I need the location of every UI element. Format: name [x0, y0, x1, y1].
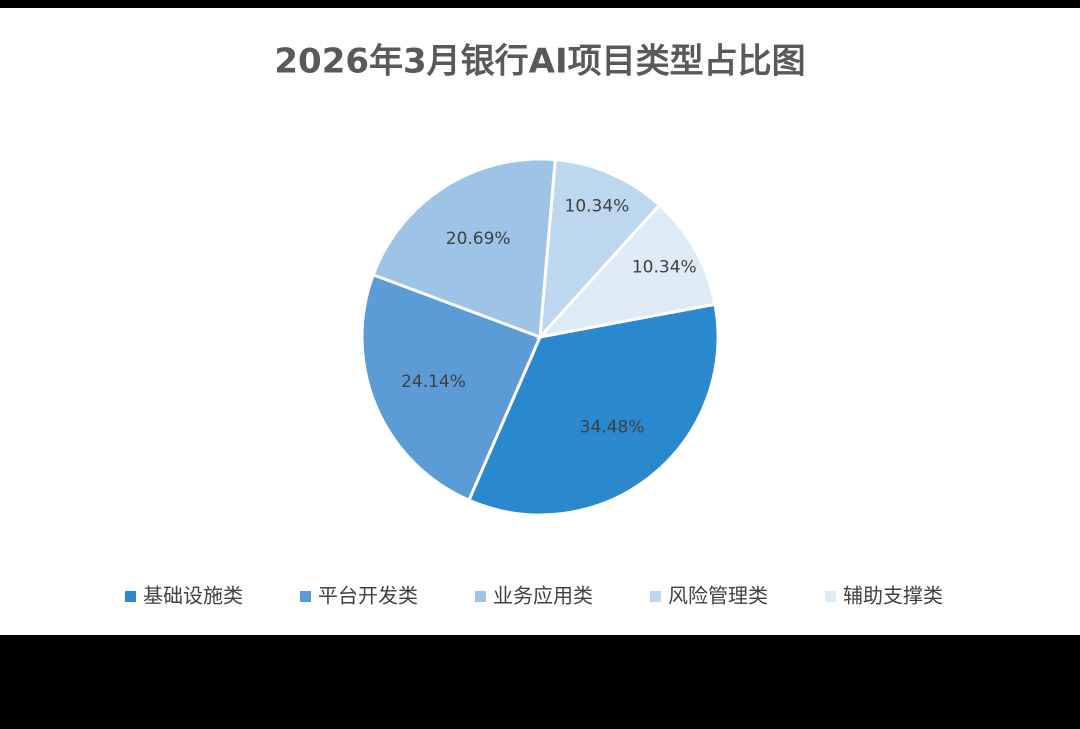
pie-slice	[538, 158, 662, 342]
legend-swatch	[825, 591, 836, 602]
legend-label: 风险管理类	[668, 584, 768, 608]
legend-label: 基础设施类	[143, 584, 243, 608]
legend-swatch	[125, 591, 136, 602]
legend-swatch	[475, 591, 486, 602]
data-label: 24.14%	[401, 372, 466, 392]
data-label: 34.48%	[580, 418, 645, 438]
pie-slice	[360, 272, 543, 503]
legend-swatch	[650, 591, 661, 602]
legend-label: 平台开发类	[318, 584, 418, 608]
chart-title: 2026年3月银行AI项目类型占比图	[274, 42, 805, 82]
data-label: 10.34%	[632, 257, 697, 277]
data-label: 10.34%	[565, 196, 630, 216]
pie-slice	[466, 302, 720, 517]
legend-label: 辅助支撑类	[843, 584, 943, 608]
legend-swatch	[300, 591, 311, 602]
legend-label: 业务应用类	[493, 584, 593, 608]
pie-slice	[535, 202, 717, 340]
pie-slice	[371, 157, 557, 340]
data-label: 20.69%	[446, 229, 511, 249]
